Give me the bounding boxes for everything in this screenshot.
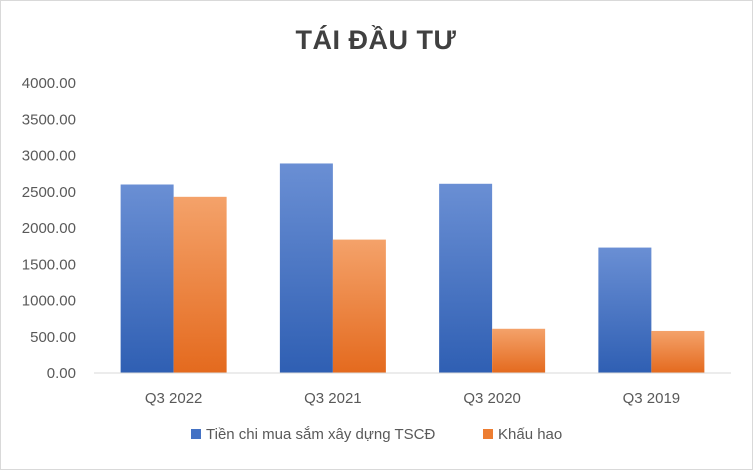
bar-series-0-q3-2022 <box>120 184 174 373</box>
y-tick-label: 0.00 <box>47 365 76 382</box>
y-tick-label: 1000.00 <box>22 293 76 310</box>
y-axis: 0.00 500.00 1000.00 1500.00 2000.00 2500.00 30… <box>22 75 76 382</box>
y-tick-label: 3500.00 <box>22 111 76 128</box>
bar-series-1-q3-2021 <box>332 239 386 373</box>
y-tick-label: 1500.00 <box>22 256 76 273</box>
legend-swatch-1 <box>483 429 493 439</box>
y-tick-label: 2000.00 <box>22 220 76 237</box>
bars-group <box>120 163 705 373</box>
y-tick-label: 4000.00 <box>22 75 76 92</box>
x-tick-label: Q3 2022 <box>145 390 203 407</box>
legend-swatch-0 <box>191 429 201 439</box>
y-tick-label: 2500.00 <box>22 184 76 201</box>
y-tick-label: 3000.00 <box>22 148 76 165</box>
bar-series-1-q3-2020 <box>492 328 546 373</box>
bar-series-0-q3-2019 <box>598 247 652 373</box>
legend-label-0: Tiền chi mua sắm xây dựng TSCĐ <box>206 426 435 443</box>
x-tick-label: Q3 2019 <box>623 390 681 407</box>
bar-series-0-q3-2020 <box>439 183 493 373</box>
x-axis: Q3 2022 Q3 2021 Q3 2020 Q3 2019 <box>145 390 680 407</box>
bar-series-1-q3-2022 <box>173 196 227 373</box>
bar-series-0-q3-2021 <box>279 163 333 373</box>
legend: Tiền chi mua sắm xây dựng TSCĐ Khấu hao <box>191 426 562 443</box>
x-tick-label: Q3 2021 <box>304 390 362 407</box>
chart-title: TÁI ĐẦU TƯ <box>296 24 457 55</box>
legend-label-1: Khấu hao <box>498 426 562 443</box>
y-tick-label: 500.00 <box>30 329 76 346</box>
bar-series-1-q3-2019 <box>651 330 705 373</box>
x-tick-label: Q3 2020 <box>463 390 521 407</box>
